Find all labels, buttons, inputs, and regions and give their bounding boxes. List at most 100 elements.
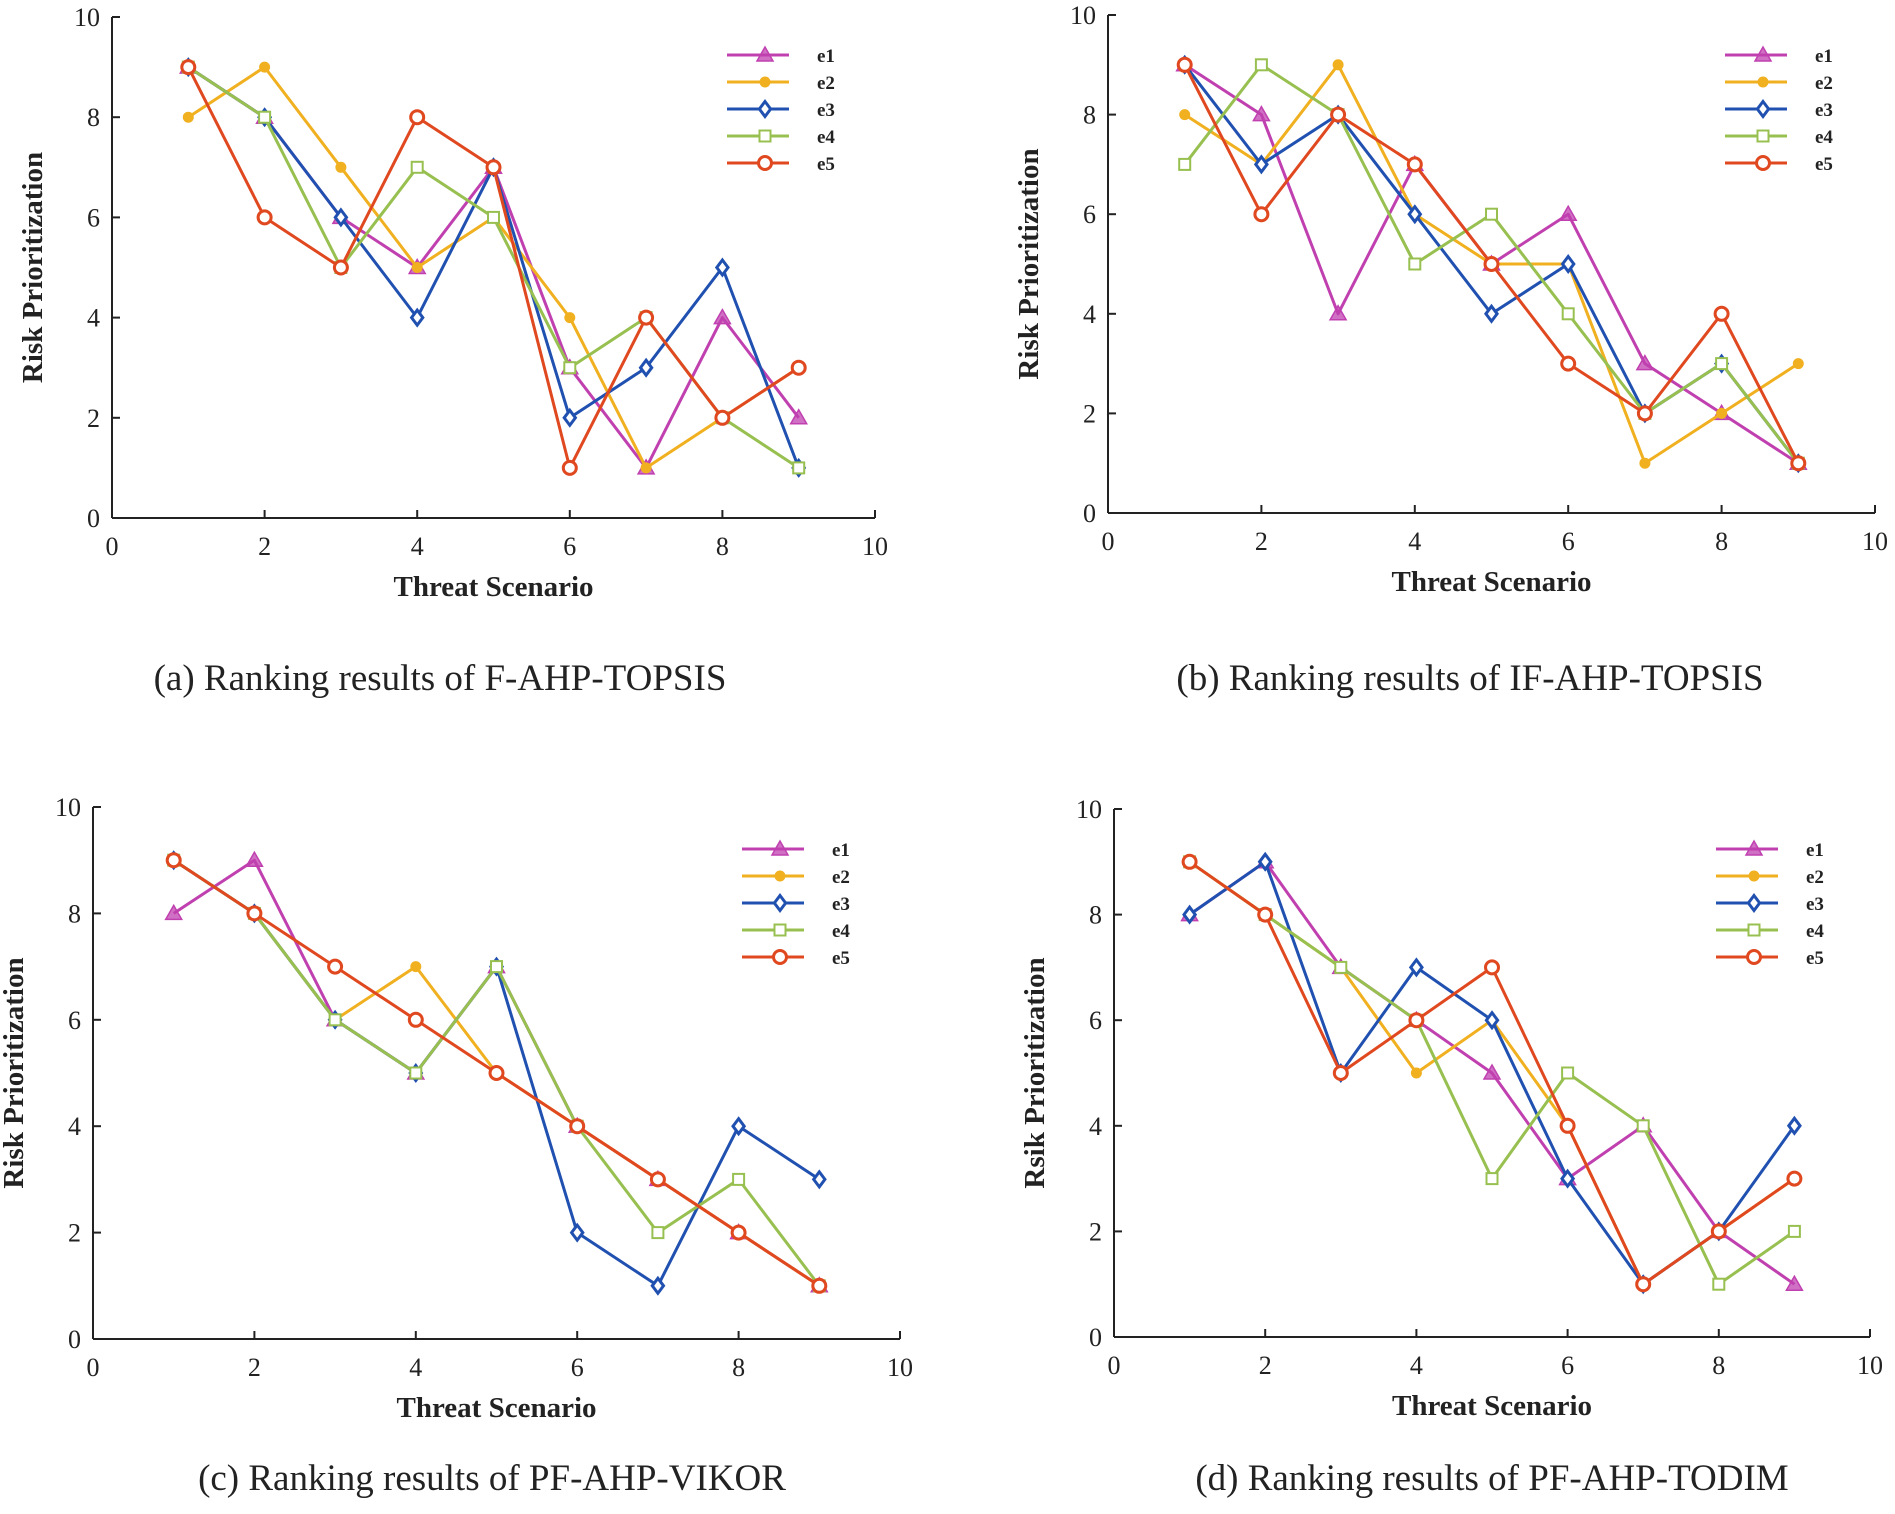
data-point-e2 bbox=[335, 161, 347, 173]
data-point-e4 bbox=[1715, 357, 1729, 371]
x-tick-label: 4 bbox=[1410, 1351, 1423, 1380]
legend-label-e5: e5 bbox=[1806, 948, 1824, 969]
y-tick-label: 8 bbox=[87, 103, 100, 132]
data-point-e5 bbox=[1560, 355, 1577, 372]
data-point-e1 bbox=[245, 850, 264, 867]
series-e5 bbox=[165, 852, 828, 1294]
data-point-e3 bbox=[811, 1169, 827, 1190]
data-point-e4 bbox=[1636, 1119, 1650, 1133]
data-point-e4 bbox=[1485, 207, 1498, 221]
data-point-e3 bbox=[650, 1275, 666, 1296]
legend-marker-e4 bbox=[1747, 923, 1761, 937]
series-line-e4 bbox=[187, 65, 800, 470]
y-tick-label: 2 bbox=[87, 404, 100, 433]
data-point-e5 bbox=[332, 259, 349, 276]
data-point-e4 bbox=[563, 361, 577, 375]
data-point-e2 bbox=[259, 61, 271, 73]
legend-marker-e3 bbox=[1755, 99, 1771, 119]
data-point-e4 bbox=[1334, 960, 1348, 974]
series-e4 bbox=[181, 60, 806, 475]
series-e3 bbox=[180, 57, 807, 478]
data-point-e3 bbox=[1560, 1168, 1576, 1189]
y-tick-label: 10 bbox=[74, 3, 100, 32]
data-point-e2 bbox=[411, 262, 423, 273]
data-point-e5 bbox=[180, 59, 197, 76]
x-tick-label: 2 bbox=[1255, 527, 1268, 556]
y-tick-label: 8 bbox=[1089, 901, 1102, 930]
data-point-e1 bbox=[1635, 354, 1655, 371]
data-point-e5 bbox=[165, 852, 182, 869]
legend-marker-e1 bbox=[1744, 839, 1764, 856]
legend-label-e1: e1 bbox=[1815, 46, 1833, 67]
legend-label-e5: e5 bbox=[832, 948, 850, 969]
data-point-e4 bbox=[410, 160, 424, 174]
chart-c: 0 2 4 6 8 10 0 2 4 6 8 10 Threat Scenario Risk Priori… bbox=[0, 793, 913, 1499]
data-point-e3 bbox=[638, 357, 654, 378]
y-tick-label: 2 bbox=[1083, 399, 1096, 428]
legend-label-e2: e2 bbox=[1806, 867, 1824, 888]
legend-marker-e4 bbox=[773, 923, 787, 937]
chart-d: 0 2 4 6 8 10 0 2 4 6 8 10 Threat Scenario Rsik Priori… bbox=[1019, 795, 1883, 1499]
data-point-e4 bbox=[732, 1172, 746, 1186]
data-point-e4 bbox=[1561, 1066, 1575, 1080]
data-point-e2 bbox=[564, 312, 576, 324]
data-point-e1 bbox=[164, 903, 183, 921]
data-point-e4 bbox=[490, 960, 503, 974]
data-point-e3 bbox=[562, 407, 578, 428]
y-tick-label: 4 bbox=[68, 1112, 81, 1141]
data-point-e5 bbox=[327, 958, 344, 975]
chart-caption: (b) Ranking results of IF-AHP-TOPSIS bbox=[1176, 658, 1763, 699]
series-e5 bbox=[1181, 853, 1803, 1293]
y-tick-label: 4 bbox=[87, 304, 100, 333]
x-tick-label: 4 bbox=[1408, 527, 1421, 556]
data-point-e3 bbox=[1407, 204, 1423, 225]
legend-marker-e2 bbox=[1757, 76, 1769, 88]
y-tick-label: 8 bbox=[68, 899, 81, 928]
x-tick-label: 0 bbox=[1108, 1351, 1121, 1380]
y-tick-label: 10 bbox=[55, 793, 81, 822]
data-point-e5 bbox=[1330, 106, 1347, 123]
series-line-e1 bbox=[187, 65, 800, 470]
legend: e1 e2 e3 e4 e5 bbox=[742, 839, 850, 969]
legend-label-e5: e5 bbox=[1815, 154, 1833, 175]
x-tick-label: 10 bbox=[1862, 527, 1888, 556]
data-point-e2 bbox=[1639, 457, 1651, 469]
legend-marker-e3 bbox=[772, 893, 788, 913]
y-tick-label: 4 bbox=[1089, 1112, 1102, 1141]
y-tick-label: 6 bbox=[87, 203, 100, 232]
data-point-e3 bbox=[1257, 851, 1273, 872]
data-point-e3 bbox=[1253, 154, 1269, 175]
series-e5 bbox=[180, 59, 807, 476]
data-point-e2 bbox=[1716, 407, 1728, 419]
y-tick-label: 0 bbox=[1083, 499, 1096, 528]
data-point-e5 bbox=[1332, 1065, 1349, 1081]
y-tick-label: 0 bbox=[1089, 1323, 1102, 1352]
data-point-e4 bbox=[1408, 257, 1422, 271]
legend-marker-e5 bbox=[1746, 949, 1762, 965]
data-point-e4 bbox=[1178, 157, 1192, 171]
data-point-e5 bbox=[1257, 906, 1274, 923]
legend: e1 e2 e3 e4 e5 bbox=[727, 45, 835, 175]
data-point-e2 bbox=[1332, 59, 1344, 71]
data-point-e4 bbox=[487, 210, 500, 224]
x-tick-label: 0 bbox=[87, 1353, 100, 1382]
legend-label-e5: e5 bbox=[817, 154, 835, 175]
y-axis-title: Risk Prioritization bbox=[0, 957, 30, 1188]
x-tick-label: 8 bbox=[1712, 1351, 1725, 1380]
y-tick-label: 10 bbox=[1070, 1, 1096, 30]
x-tick-label: 2 bbox=[248, 1353, 261, 1382]
x-tick-label: 0 bbox=[1102, 527, 1115, 556]
legend-label-e3: e3 bbox=[1815, 100, 1833, 121]
data-point-e2 bbox=[410, 961, 422, 973]
data-point-e2 bbox=[182, 111, 194, 123]
data-point-e2 bbox=[640, 462, 652, 474]
data-point-e5 bbox=[561, 459, 578, 476]
x-axis-title: Threat Scenario bbox=[1391, 566, 1591, 598]
data-point-e3 bbox=[333, 207, 349, 228]
data-point-e5 bbox=[811, 1277, 828, 1294]
legend-marker-e5 bbox=[772, 949, 788, 965]
data-point-e1 bbox=[789, 408, 808, 425]
data-point-e5 bbox=[488, 1065, 505, 1081]
data-point-e5 bbox=[1484, 959, 1500, 976]
